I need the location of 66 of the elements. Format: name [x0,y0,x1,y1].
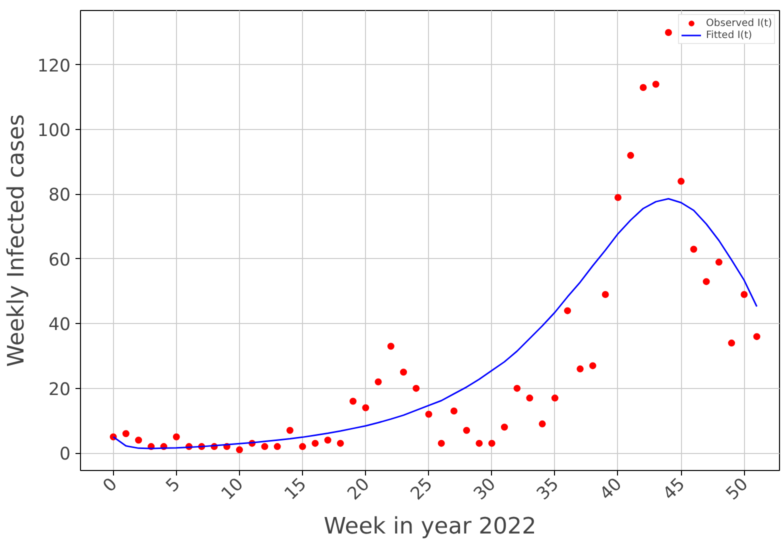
legend-label: Fitted I(t) [706,29,752,41]
point [576,365,584,372]
point [652,80,660,88]
point [236,446,243,454]
y-tick-label: 0 [59,444,71,465]
point [374,378,382,386]
point [664,29,672,36]
x-tick-label: 15 [280,474,311,504]
point [122,430,130,438]
x-tick-label: 10 [218,474,248,504]
point [500,424,508,431]
point [640,84,647,91]
point [350,398,357,405]
point [135,436,142,444]
point [514,384,521,392]
point [728,340,736,347]
point [715,258,722,266]
point [286,426,294,434]
point [753,333,760,340]
point [336,440,344,447]
point [387,342,394,350]
x-tick-label: 35 [533,474,564,504]
point [488,440,496,447]
y-tick-label: 120 [37,56,71,76]
x-tick-label: 20 [344,474,374,504]
point [564,307,572,314]
y-axis-title: Weekly Infected cases [3,114,30,367]
point [312,440,319,447]
point [702,278,710,286]
y-tick-label: 100 [37,121,71,142]
point [450,407,458,414]
point [400,368,408,376]
x-axis-title: Week in year 2022 [324,513,536,540]
point [438,440,445,447]
point [274,443,281,450]
x-tick-label: 0 [100,474,122,496]
legend-label: Observed I(t) [706,17,772,29]
x-tick-label: 40 [596,474,626,504]
point [476,440,483,447]
point [463,426,470,434]
point [690,246,698,253]
point [589,362,596,370]
y-tick-label: 40 [48,315,71,336]
y-tick-label: 60 [48,250,71,270]
point [299,443,306,450]
point [614,194,622,201]
point [678,178,685,185]
x-tick-label: 45 [659,474,690,504]
x-tick-label: 5 [162,474,185,496]
point [740,291,748,298]
point [538,420,546,428]
point [172,433,180,440]
point [425,410,432,418]
point [526,394,534,402]
point [627,152,634,159]
point [551,394,558,402]
x-tick-label: 25 [407,474,437,504]
x-tick-label: 30 [470,474,500,504]
point [324,436,332,444]
point [412,384,420,392]
y-tick-label: 20 [48,380,71,400]
point [602,291,609,298]
point [261,443,268,450]
x-tick-label: 50 [722,474,752,504]
y-tick-label: 80 [48,186,71,206]
point [362,404,370,412]
